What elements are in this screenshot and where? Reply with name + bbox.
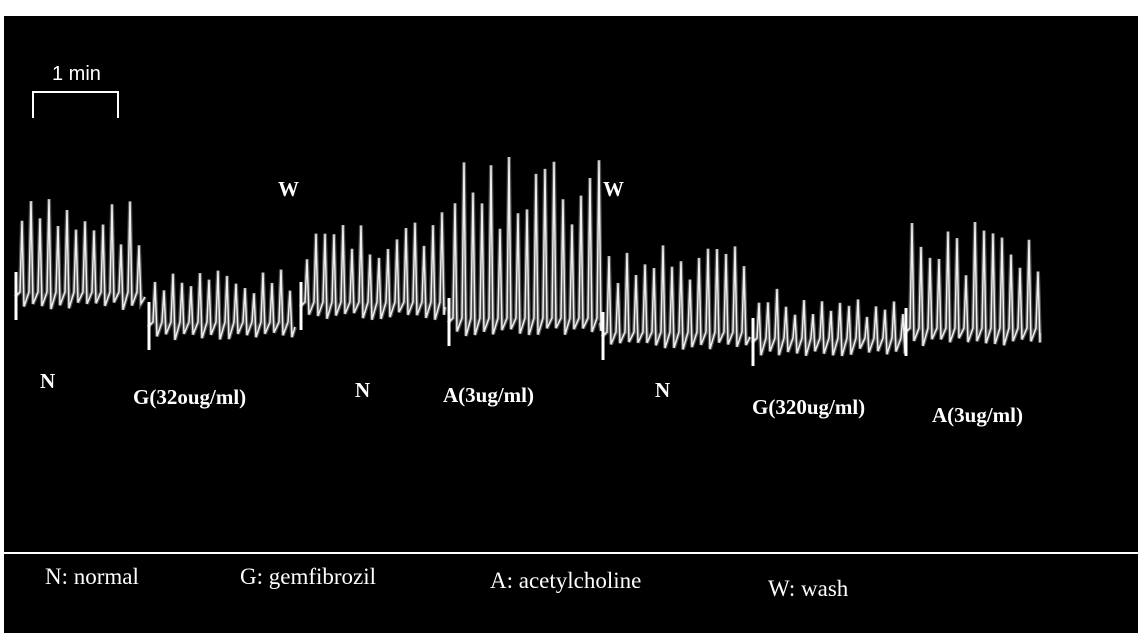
legend-item: G: gemfibrozil (240, 564, 376, 589)
scale-bar (32, 91, 119, 118)
wash-mark: W (278, 177, 299, 201)
legend-item: W: wash (768, 576, 849, 601)
wash-mark: W (603, 177, 624, 201)
segment-label: N (40, 369, 55, 393)
trace-segment (447, 156, 602, 337)
scale-bar-label: 1 min (52, 63, 101, 85)
legend-item: N: normal (45, 564, 139, 589)
trace-segment (14, 199, 146, 310)
legend-item: A: acetylcholine (490, 568, 641, 593)
trace-segment (601, 245, 751, 350)
segment-label: G(320ug/ml) (752, 395, 865, 419)
segment-label: A(3ug/ml) (443, 383, 534, 407)
segment-label: A(3ug/ml) (932, 403, 1023, 427)
segment-label: N (655, 378, 670, 402)
trace-segment (147, 269, 296, 341)
trace (13, 156, 1042, 366)
trace-segment (904, 222, 1041, 347)
trace-segment (751, 288, 906, 357)
trace-segment (299, 212, 446, 320)
segment-label: N (355, 378, 370, 402)
segment-label: G(32oug/ml) (133, 385, 246, 409)
